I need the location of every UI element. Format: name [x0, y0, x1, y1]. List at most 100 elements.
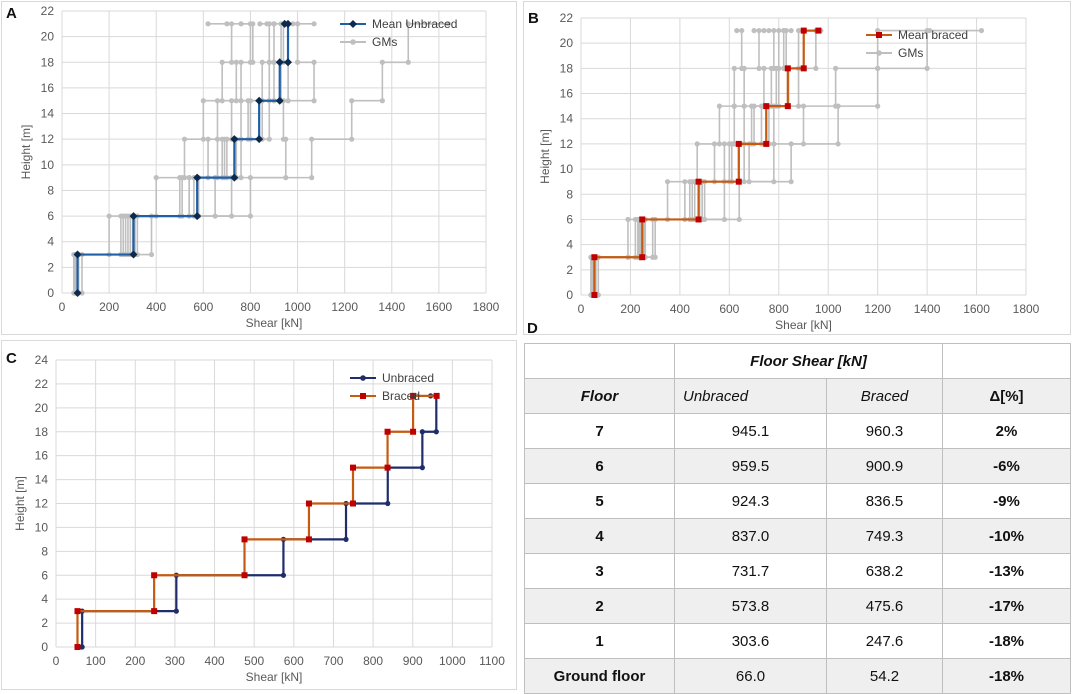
cell-braced: 749.3 — [826, 518, 943, 554]
x-tick-label: 600 — [719, 302, 739, 316]
mean-unbraced-series-point — [280, 19, 289, 28]
gm-series-point — [229, 213, 235, 219]
gm-series-point — [650, 254, 656, 260]
y-tick-label: 0 — [47, 286, 54, 300]
mean-unbraced-series-point — [255, 96, 264, 105]
col-header-floor: Floor — [524, 378, 675, 414]
mean-braced-series-point — [695, 178, 702, 185]
gm-series-point — [181, 136, 188, 142]
gm-series-point — [751, 27, 757, 34]
y-tick-label: 12 — [35, 497, 49, 511]
gm-series-point — [682, 179, 688, 185]
cell-braced: 836.5 — [826, 483, 943, 519]
mean-braced-series-point — [639, 216, 646, 223]
mean-braced-series-point — [591, 254, 598, 261]
x-tick-label: 1000 — [815, 302, 842, 316]
x-tick-label: 1200 — [331, 300, 358, 314]
table-row: 7 945.1 960.3 2% — [524, 413, 1071, 449]
cell-floor: 2 — [524, 588, 675, 624]
gm-series-point — [214, 136, 221, 142]
gm-series-point — [721, 141, 727, 147]
panel-a — [1, 1, 517, 335]
unbraced-series-point — [419, 429, 425, 435]
gm-series-point — [186, 175, 192, 181]
gm-series-point — [795, 103, 802, 109]
cell-floor: 4 — [524, 518, 675, 554]
mean-braced-series-point — [815, 27, 822, 34]
gm-series-point — [776, 65, 782, 71]
gm-series-point — [741, 65, 747, 71]
gm-series-point — [835, 141, 841, 147]
x-tick-label: 400 — [146, 300, 166, 314]
x-tick-label: 1800 — [473, 300, 500, 314]
gm-series-point — [311, 98, 317, 104]
y-tick-label: 20 — [41, 30, 55, 44]
mean-unbraced-series-point — [230, 173, 239, 182]
gm-series-point — [741, 103, 747, 109]
x-tick-label: 0 — [59, 300, 66, 314]
gm-series-point — [978, 27, 985, 34]
braced-series-point — [410, 428, 417, 435]
y-tick-label: 12 — [41, 132, 55, 146]
x-tick-label: 400 — [670, 302, 690, 316]
gm-series-point — [311, 21, 317, 27]
y-tick-label: 8 — [566, 187, 573, 201]
panel-c-label: C — [6, 350, 17, 367]
x-tick-label: 700 — [323, 654, 343, 668]
mean-unbraced-series-point — [129, 250, 138, 259]
y-tick-label: 2 — [566, 263, 573, 277]
gm-series-point — [247, 213, 254, 219]
table-row: 4 837.0 749.3 -10% — [524, 518, 1071, 554]
x-tick-label: 800 — [363, 654, 383, 668]
floor-shear-table: Floor Shear [kN] Floor Unbraced Braced Δ… — [524, 343, 1071, 694]
x-tick-label: 300 — [165, 654, 185, 668]
table-row: 2 573.8 475.6 -17% — [524, 588, 1071, 624]
cell-floor: 6 — [524, 448, 675, 484]
unbraced-series-point — [173, 608, 179, 614]
gm-series-point — [349, 136, 355, 142]
gm-series-point — [280, 136, 287, 142]
x-tick-label: 0 — [53, 654, 60, 668]
col-header-braced: Braced — [826, 378, 943, 414]
gm-series-point — [625, 216, 631, 223]
y-tick-label: 20 — [35, 401, 49, 415]
cell-delta: -9% — [942, 483, 1071, 519]
gm-series-point — [177, 175, 183, 181]
gm-series-point — [247, 21, 254, 27]
braced-series-point — [410, 392, 417, 399]
braced-series-point — [151, 572, 158, 579]
mean-unbraced-series-point — [230, 135, 239, 144]
cell-unbraced: 959.5 — [674, 448, 827, 484]
panel-b-label: B — [528, 10, 539, 27]
cell-delta: -6% — [942, 448, 1071, 484]
mean-unbraced-series-point — [193, 212, 202, 221]
legend-label-mean-unbraced: Mean Unbraced — [372, 17, 457, 31]
cell-delta: -18% — [942, 658, 1071, 694]
gm-series-point — [309, 175, 315, 181]
x-tick-label: 600 — [284, 654, 304, 668]
braced-series-point — [349, 500, 356, 507]
cell-unbraced: 924.3 — [674, 483, 827, 519]
gm-series-point — [205, 136, 211, 142]
y-tick-label: 2 — [41, 616, 48, 630]
legend-marker-mean-braced — [876, 32, 882, 38]
x-tick-label: 100 — [86, 654, 106, 668]
y-tick-label: 18 — [41, 55, 55, 69]
legend-label-unbraced: Unbraced — [382, 371, 434, 385]
y-tick-label: 2 — [47, 260, 54, 274]
cell-floor: 7 — [524, 413, 675, 449]
gm-series-point — [788, 27, 794, 34]
gm-series-point — [205, 21, 211, 27]
gm-series-point — [748, 103, 755, 109]
x-tick-label: 900 — [403, 654, 423, 668]
unbraced-series-point — [280, 572, 287, 578]
gm-series-point — [771, 179, 777, 185]
braced-series-point — [433, 392, 440, 399]
x-tick-label: 800 — [240, 300, 260, 314]
braced-series-point — [74, 644, 81, 650]
gm-series-point — [153, 175, 159, 181]
cell-delta: -18% — [942, 623, 1071, 659]
x-axis-title: Shear [kN] — [246, 670, 303, 684]
gm-series-point — [259, 59, 265, 65]
gm-series-point — [875, 65, 881, 71]
